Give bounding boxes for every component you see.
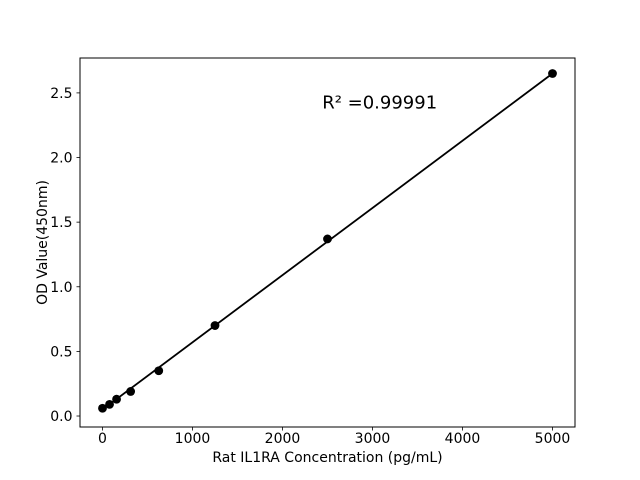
x-tick-label: 0 <box>98 431 107 447</box>
y-tick-label: 1.0 <box>50 280 72 296</box>
axis-ticks: 0 1000 2000 3000 4000 5000 0.0 0.5 1.0 1.5 2.0 2.5 <box>50 86 570 447</box>
data-point <box>105 399 114 409</box>
x-tick-label: 4000 <box>445 431 481 447</box>
data-point <box>98 403 107 413</box>
plot-content <box>98 69 557 413</box>
x-tick-label: 1000 <box>175 431 211 447</box>
y-tick-label: 2.0 <box>50 151 72 167</box>
data-point <box>323 234 332 244</box>
x-tick-label: 3000 <box>355 431 391 447</box>
y-tick-label: 1.5 <box>50 215 72 231</box>
y-tick-label: 2.5 <box>50 86 72 102</box>
y-tick-label: 0.5 <box>50 344 72 360</box>
data-point <box>126 387 136 396</box>
data-point <box>210 321 220 330</box>
r-squared-annotation: R² =0.99991 <box>322 92 437 113</box>
y-axis-label: OD Value(450nm) <box>35 180 51 305</box>
x-tick-label: 2000 <box>265 431 301 447</box>
data-point <box>112 394 121 404</box>
data-point <box>548 69 557 78</box>
plot-frame <box>79 57 576 428</box>
x-axis-label: Rat IL1RA Concentration (pg/mL) <box>212 450 442 466</box>
data-point <box>154 366 164 376</box>
x-tick-label: 5000 <box>535 431 571 447</box>
y-tick-label: 0.0 <box>50 409 72 425</box>
